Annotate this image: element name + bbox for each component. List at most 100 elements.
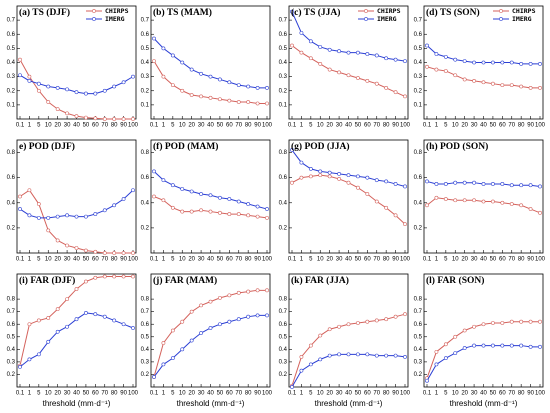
x-tick-label: 1 [300, 391, 304, 397]
series-line [19, 59, 133, 120]
y-tick-label: 0.3 [7, 359, 16, 365]
y-tick-label: 0.7 [141, 309, 150, 315]
point-marker [346, 352, 351, 357]
x-tick-label: 100 [262, 257, 273, 263]
point-marker [403, 94, 407, 99]
x-tick-label: 0.1 [150, 391, 159, 397]
point-marker [425, 64, 429, 69]
point-marker [18, 207, 22, 211]
point-marker [337, 49, 341, 54]
x-tick-label: 50 [355, 123, 362, 129]
x-tick-label: 5 [171, 257, 175, 263]
point-marker [55, 214, 60, 219]
y-tick-label: 0.4 [7, 60, 16, 66]
point-marker [290, 9, 294, 14]
x-tick-label: 80 [111, 257, 118, 263]
point-marker [491, 321, 495, 325]
point-marker [36, 318, 41, 323]
x-tick-label: 80 [518, 391, 525, 397]
point-marker [121, 274, 126, 279]
point-marker [170, 83, 175, 88]
x-tick-label: 100 [535, 391, 546, 397]
y-tick-label: 0.2 [141, 88, 150, 94]
x-tick-label: 80 [518, 123, 525, 129]
x-tick-label: 100 [400, 391, 411, 397]
y-tick-label: 0.6 [7, 32, 16, 38]
point-marker [384, 86, 389, 90]
x-tick-label: 5 [37, 123, 41, 129]
x-tick-label: 100 [262, 391, 273, 397]
y-tick-label: 0.2 [414, 372, 423, 378]
point-marker [318, 45, 323, 49]
x-tick-label: 100 [128, 257, 139, 263]
point-marker [255, 204, 260, 209]
x-tick-label: 0.1 [288, 257, 297, 263]
point-marker [528, 86, 533, 90]
series-line [153, 196, 268, 219]
point-marker [84, 279, 88, 284]
point-marker [393, 57, 398, 62]
point-marker [443, 342, 448, 347]
x-tick-label: 40 [73, 123, 80, 129]
x-tick-label: 5 [444, 257, 448, 263]
x-tick-label: 30 [336, 257, 343, 263]
point-marker [393, 182, 398, 186]
x-tick-label: 0.1 [423, 257, 432, 263]
y-tick-label: 0.2 [141, 372, 150, 378]
point-marker [500, 182, 505, 186]
series-line [426, 66, 540, 89]
x-tick-label: 30 [471, 123, 478, 129]
point-marker [403, 354, 407, 359]
y-tick-label: 0.5 [7, 334, 16, 340]
point-marker [208, 326, 213, 330]
x-tick-label: 90 [527, 257, 534, 263]
point-marker [337, 324, 341, 329]
x-tick-label: 90 [254, 123, 261, 129]
point-marker [236, 212, 241, 216]
y-tick-label: 0.6 [279, 175, 288, 181]
x-tick-label: 30 [471, 391, 478, 397]
legend-label: CHIRPS [377, 7, 401, 15]
x-tick-label: 70 [508, 391, 515, 397]
point-marker [74, 317, 79, 322]
point-marker [189, 93, 194, 97]
y-tick-label: 0.5 [141, 334, 150, 340]
point-marker [365, 319, 370, 324]
point-marker [403, 59, 407, 63]
point-marker [170, 356, 175, 361]
panel-title: (b) TS (MAM) [153, 7, 212, 18]
point-marker [74, 114, 79, 119]
x-tick-label: 30 [336, 123, 343, 129]
x-tick-label: 30 [198, 123, 205, 129]
x-tick-label: 10 [45, 257, 52, 263]
y-tick-label: 0.2 [279, 88, 288, 94]
x-tick-label: 10 [45, 123, 52, 129]
point-marker [327, 174, 332, 179]
point-marker [265, 288, 269, 293]
point-marker [121, 251, 126, 255]
point-marker [227, 80, 232, 85]
point-marker [528, 207, 533, 211]
point-marker [199, 303, 203, 308]
point-marker [236, 83, 241, 88]
point-marker [218, 210, 222, 215]
point-marker [346, 173, 351, 178]
x-tick-label: 50 [217, 123, 224, 129]
x-tick-label: 40 [73, 391, 80, 397]
point-marker [425, 378, 429, 383]
x-tick-label: 60 [364, 257, 371, 263]
point-marker [36, 81, 41, 86]
point-marker [384, 205, 389, 210]
x-tick-label: 5 [37, 391, 41, 397]
legend-label: IMERG [377, 15, 397, 23]
point-marker [84, 115, 88, 120]
x-tick-label: 80 [245, 123, 252, 129]
point-marker [491, 343, 495, 348]
y-tick-label: 0.2 [7, 372, 16, 378]
point-marker [199, 331, 203, 335]
point-marker [246, 84, 251, 89]
x-tick-label: 0.1 [423, 391, 432, 397]
point-marker [393, 213, 398, 218]
x-tick-label: 60 [92, 391, 99, 397]
